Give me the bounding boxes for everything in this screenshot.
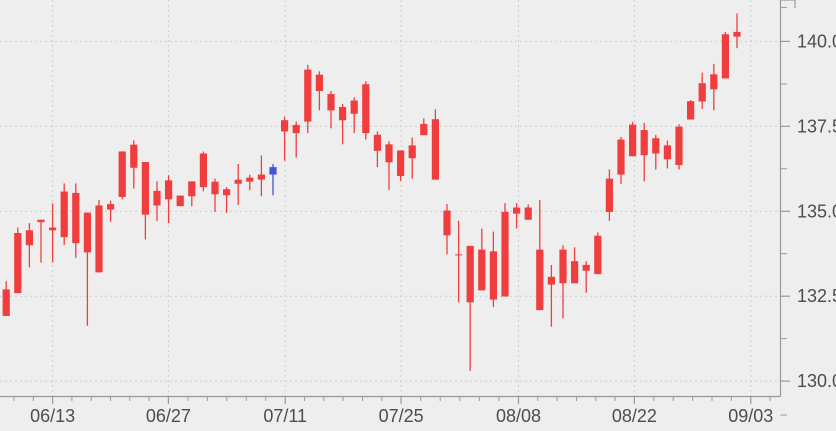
svg-text:07/25: 07/25 [379, 406, 424, 426]
svg-text:137.500: 137.500 [797, 116, 836, 136]
svg-text:132.500: 132.500 [797, 286, 836, 306]
svg-text:06/27: 06/27 [146, 406, 191, 426]
svg-text:135.000: 135.000 [797, 201, 836, 221]
svg-text:06/13: 06/13 [30, 406, 75, 426]
svg-text:140.000: 140.000 [797, 31, 836, 51]
svg-text:08/22: 08/22 [612, 406, 657, 426]
svg-text:09/03: 09/03 [728, 406, 773, 426]
svg-text:130.000: 130.000 [797, 371, 836, 391]
svg-text:07/11: 07/11 [263, 406, 307, 426]
svg-text:08/08: 08/08 [496, 406, 541, 426]
